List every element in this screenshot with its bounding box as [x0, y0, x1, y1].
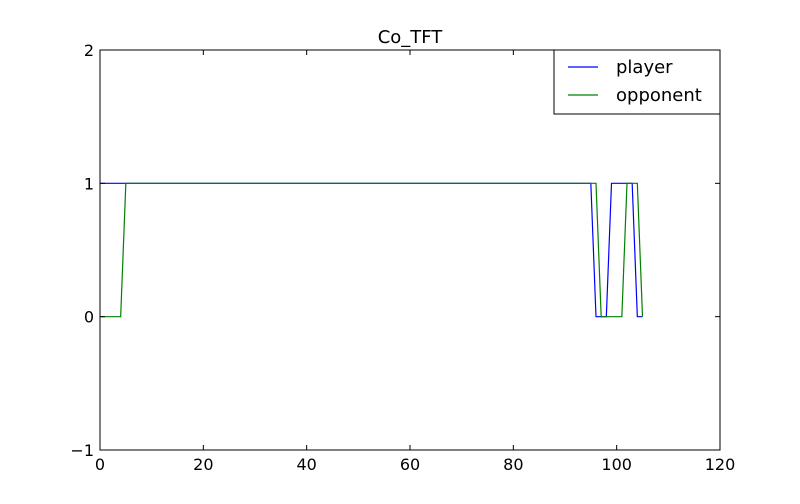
- series-line-opponent: [100, 182, 644, 318]
- x-tick-label: 60: [400, 455, 420, 474]
- y-tick-label: −1: [70, 441, 94, 460]
- x-tick-label: 120: [705, 455, 736, 474]
- series-layer: [100, 182, 644, 318]
- legend: player opponent: [553, 49, 721, 115]
- chart-title: Co_TFT: [378, 27, 444, 48]
- x-tick-label: 40: [296, 455, 316, 474]
- x-tick-label: 100: [601, 455, 632, 474]
- y-tick-label: 0: [84, 308, 94, 327]
- x-tick-label: 80: [503, 455, 523, 474]
- x-tick-label: 20: [193, 455, 213, 474]
- legend-label-player: player: [616, 57, 673, 78]
- y-tick-label: 1: [84, 174, 94, 193]
- plot-frame: [99, 49, 721, 451]
- legend-box: [553, 49, 721, 115]
- x-tick-label: 0: [95, 455, 105, 474]
- y-tick-label: 2: [84, 41, 94, 60]
- legend-label-opponent: opponent: [616, 85, 702, 106]
